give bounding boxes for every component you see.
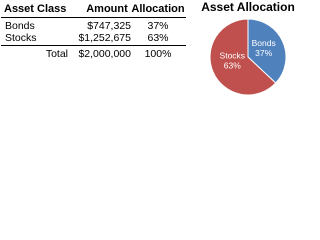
column-header: Allocation bbox=[131, 3, 184, 15]
column-header: Amount bbox=[86, 3, 128, 15]
slice-category: Stocks bbox=[220, 50, 246, 60]
allocation-cell: 63% bbox=[147, 32, 168, 44]
allocation-cell: 37% bbox=[147, 20, 168, 32]
row-label: Total bbox=[46, 48, 68, 60]
row-label: Stocks bbox=[5, 32, 37, 44]
slice-category: Bonds bbox=[252, 38, 276, 48]
pie-slice bbox=[209, 18, 277, 96]
page: Asset Allocation Asset Class Amount Alloca… bbox=[0, 0, 320, 98]
allocation-cell: 100% bbox=[145, 48, 172, 60]
row-label: Bonds bbox=[5, 20, 35, 32]
column-header: Asset Class bbox=[4, 3, 66, 15]
slice-label: 37% bbox=[255, 48, 272, 58]
amount-cell: $1,252,675 bbox=[78, 32, 131, 44]
slice-label: 63% bbox=[224, 60, 241, 70]
amount-cell: $747,325 bbox=[87, 20, 131, 32]
amount-cell: $2,000,000 bbox=[78, 48, 131, 60]
pie-slice bbox=[247, 18, 287, 84]
chart-title: Asset Allocation bbox=[201, 0, 295, 14]
screen: Asset Allocation Asset Class Amount Alloca… bbox=[1, 0, 295, 96]
